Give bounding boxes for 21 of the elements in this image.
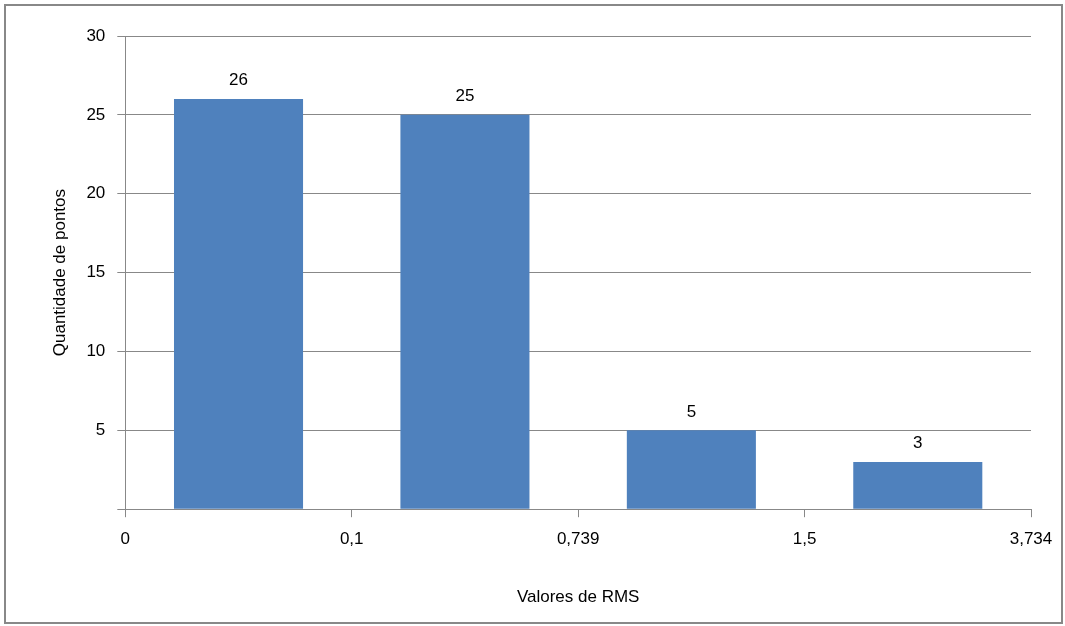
data-label: 26 (229, 70, 248, 90)
y-tick-label: 25 (86, 104, 106, 124)
text: 1,5 (792, 529, 817, 549)
y-tick-label: 15 (86, 262, 106, 282)
y-tick-label: 10 (86, 341, 106, 361)
y-tick-label: 5 (95, 420, 106, 440)
y-tick-label: 30 (86, 25, 106, 45)
data-label: 3 (913, 433, 923, 453)
bar (853, 461, 983, 509)
data-label: 25 (455, 86, 475, 106)
bar (626, 430, 756, 509)
text: 0 (120, 529, 131, 549)
text: 0,739 (556, 529, 600, 549)
x-axis-title: Valores de RMS (516, 587, 640, 607)
text: 3,734 (1009, 529, 1053, 549)
bar (173, 99, 304, 509)
y-axis-title: Quantidade de pontos (49, 188, 69, 357)
data-label: 5 (686, 401, 697, 421)
text: 0,1 (339, 529, 364, 549)
y-tick-label: 20 (86, 183, 106, 203)
bar (400, 114, 530, 509)
